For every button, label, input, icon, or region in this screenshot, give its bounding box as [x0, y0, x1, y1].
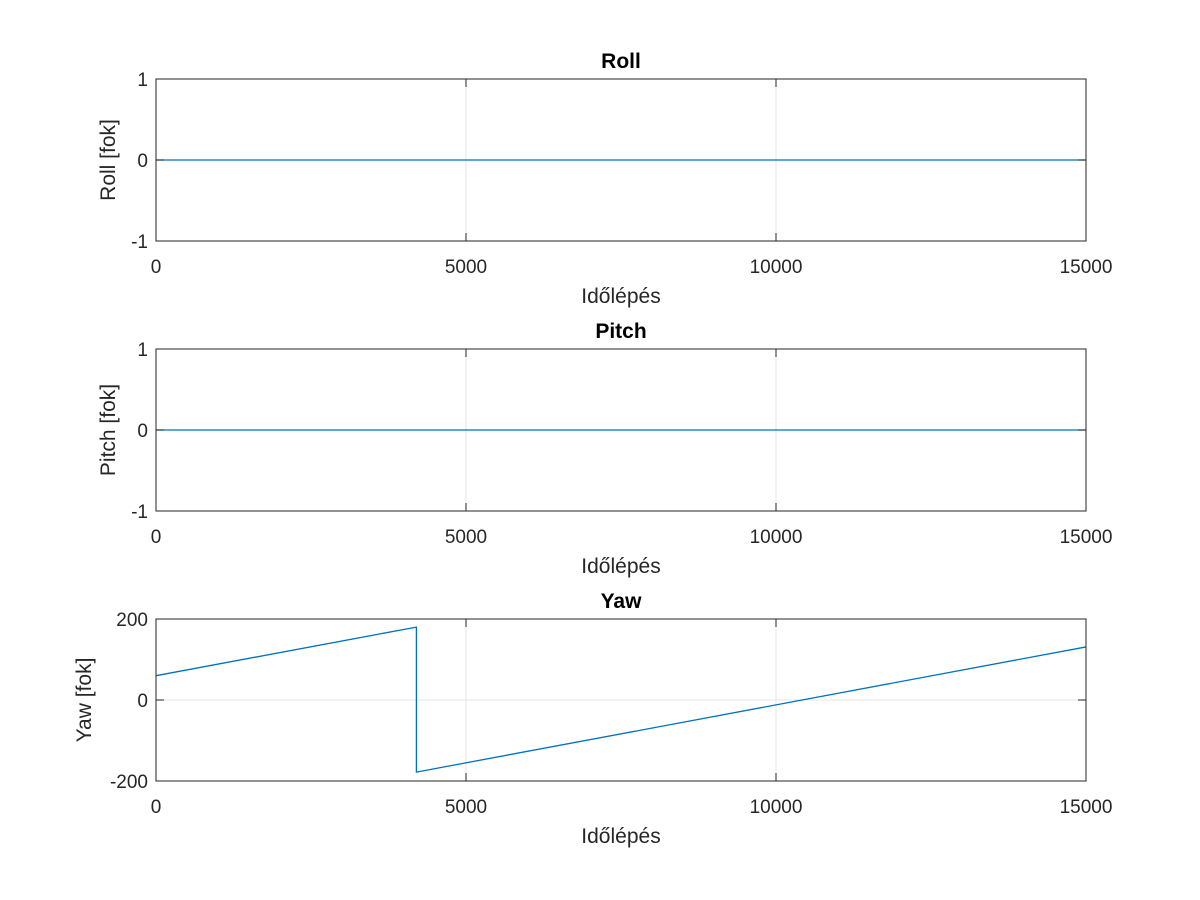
x-tick-label: 5000	[445, 527, 487, 548]
y-tick-label: 0	[137, 151, 148, 172]
y-tick-label: -200	[110, 772, 148, 793]
y-tick-label: 1	[137, 340, 148, 361]
y-axis-label: Roll [fok]	[97, 119, 120, 201]
x-tick-label: 15000	[1060, 527, 1113, 548]
x-tick-label: 15000	[1060, 257, 1113, 278]
chart-title: Yaw	[601, 590, 643, 613]
x-tick-label: 0	[151, 257, 162, 278]
y-tick-label: -1	[131, 502, 148, 523]
chart-title: Roll	[601, 50, 641, 73]
x-tick-label: 5000	[445, 257, 487, 278]
x-tick-label: 15000	[1060, 797, 1113, 818]
y-tick-label: 200	[116, 610, 148, 631]
x-axis-label: Időlépés	[581, 555, 660, 578]
y-tick-label: 0	[137, 421, 148, 442]
x-tick-label: 10000	[750, 257, 803, 278]
x-tick-label: 0	[151, 797, 162, 818]
y-tick-label: 1	[137, 70, 148, 91]
x-axis-label: Időlépés	[581, 825, 660, 848]
x-tick-label: 10000	[750, 527, 803, 548]
y-tick-label: -1	[131, 232, 148, 253]
yaw-series-line	[155, 626, 1087, 773]
chart-title: Pitch	[595, 320, 646, 343]
x-tick-label: 0	[151, 527, 162, 548]
y-axis-label: Pitch [fok]	[97, 384, 120, 476]
y-axis-label: Yaw [fok]	[73, 658, 96, 743]
x-axis-label: Időlépés	[581, 285, 660, 308]
x-tick-label: 10000	[750, 797, 803, 818]
y-tick-label: 0	[137, 691, 148, 712]
x-tick-label: 5000	[445, 797, 487, 818]
